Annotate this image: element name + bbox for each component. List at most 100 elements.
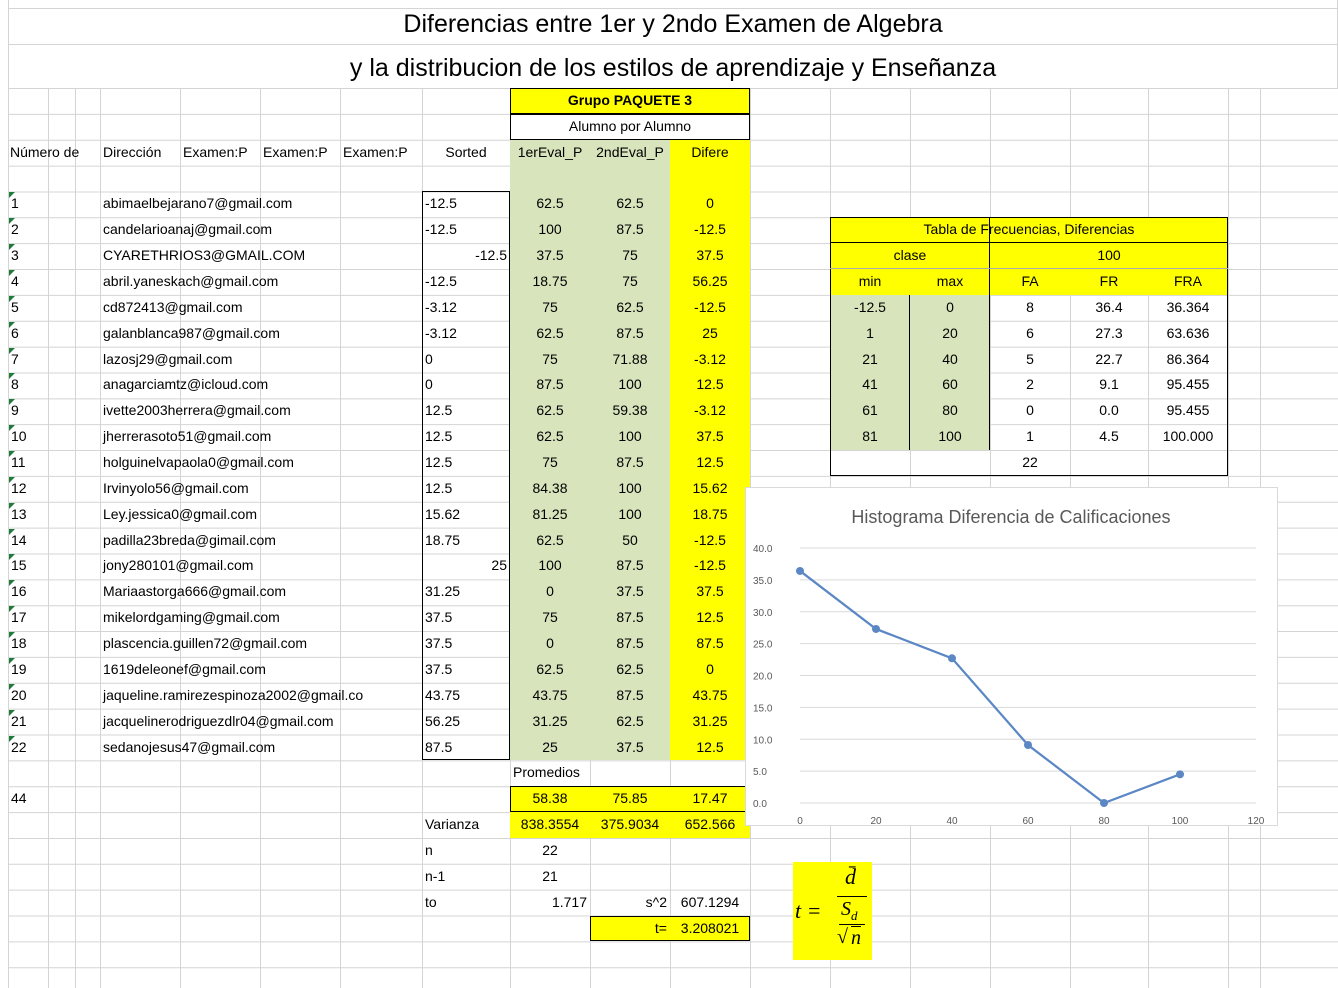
eval1: 75 — [542, 609, 558, 626]
sorted-value: -3.12 — [425, 324, 457, 341]
row-number: 3 — [11, 247, 19, 264]
summary-value: 3.208021 — [680, 919, 740, 936]
column-header: Difere — [691, 143, 729, 160]
data-point — [948, 654, 956, 663]
eval2: 87.5 — [616, 454, 644, 471]
eval2: 87.5 — [616, 609, 644, 626]
sorted-value: -3.12 — [425, 298, 457, 315]
freq-cell: 61 — [862, 402, 878, 419]
chart: Histograma Diferencia de Calificaciones 0… — [745, 487, 1278, 826]
eval2: 87.5 — [616, 686, 644, 703]
data-point — [796, 566, 804, 575]
freq-header: FA — [1021, 273, 1039, 290]
difference: -12.5 — [694, 557, 726, 574]
column-header: Examen:P — [183, 143, 248, 160]
difference: 12.5 — [696, 738, 724, 755]
eval1: 75 — [542, 454, 558, 471]
y-tick-label: 15.0 — [753, 703, 773, 714]
eval1: 18.75 — [532, 273, 568, 290]
freq-cell: 6 — [1026, 324, 1034, 341]
eval1: 62.5 — [536, 195, 564, 212]
column-header: Sorted — [445, 143, 487, 160]
eval1: 62.5 — [536, 324, 564, 341]
freq-cell: 1 — [1026, 428, 1034, 445]
chart-title: Histograma Diferencia de Calificaciones — [851, 507, 1170, 527]
data-line — [799, 570, 1181, 805]
summary-label: n — [425, 841, 433, 858]
error-flag — [9, 295, 15, 302]
formula-den-root: n — [851, 926, 861, 949]
cell-fill — [830, 243, 990, 295]
difference: 43.75 — [692, 686, 728, 703]
eval1: 43.75 — [532, 686, 568, 703]
row-number: 1 — [11, 195, 19, 212]
summary-label: Promedios — [513, 764, 580, 781]
average: 75.85 — [612, 790, 648, 807]
eval2: 37.5 — [616, 738, 644, 755]
sorted-value: -12.5 — [475, 247, 507, 264]
y-tick-label: 20.0 — [753, 672, 773, 683]
freq-cell: 95.455 — [1166, 376, 1210, 393]
freq-cell: 22.7 — [1095, 350, 1123, 367]
sorted-value: 25 — [491, 557, 507, 574]
error-flag — [9, 709, 15, 716]
error-flag — [9, 192, 15, 199]
error-flag — [9, 683, 15, 690]
freq-total: 22 — [1022, 454, 1038, 471]
eval2: 37.5 — [616, 583, 644, 600]
cell-fill — [990, 243, 1228, 295]
email: CYARETHRIOS3@GMAIL.COM — [103, 247, 306, 264]
title-line: Diferencias entre 1er y 2ndo Examen de A… — [403, 10, 943, 38]
email: padilla23breda@gimail.com — [103, 531, 276, 548]
sorted-value: 12.5 — [425, 454, 453, 471]
eval1: 100 — [538, 557, 562, 574]
formula-den-subscript: d — [851, 908, 858, 923]
freq-cell: 8 — [1026, 298, 1034, 315]
error-flag — [9, 657, 15, 664]
x-tick-label: 40 — [946, 816, 958, 826]
difference: 37.5 — [696, 428, 724, 445]
error-flag — [9, 580, 15, 587]
sorted-value: 15.62 — [425, 505, 461, 522]
row-number: 5 — [11, 298, 19, 315]
data-point — [1176, 770, 1184, 779]
email: abimaelbejarano7@gmail.com — [103, 195, 293, 212]
freq-cell: 40 — [942, 350, 958, 367]
row-number: 18 — [11, 635, 27, 652]
row-number: 19 — [11, 660, 27, 677]
summary-value: 607.1294 — [680, 893, 740, 910]
sorted-value: 12.5 — [425, 479, 453, 496]
freq-cell: 36.4 — [1095, 298, 1123, 315]
difference: 12.5 — [696, 609, 724, 626]
freq-cell: 80 — [942, 402, 958, 419]
variance: 375.9034 — [600, 816, 660, 833]
row-number: 7 — [11, 350, 19, 367]
email: Ley.jessica0@gmail.com — [103, 505, 258, 522]
eval1: 100 — [538, 221, 562, 238]
sorted-value: 18.75 — [425, 531, 461, 548]
row-number: 14 — [11, 531, 27, 548]
sorted-value: 31.25 — [425, 583, 461, 600]
email: candelarioanaj@gmail.com — [103, 221, 273, 238]
eval2: 62.5 — [616, 712, 644, 729]
cell-fill — [590, 915, 750, 942]
y-tick-label: 5.0 — [753, 767, 767, 778]
error-flag — [9, 735, 15, 742]
eval2: 71.88 — [612, 350, 648, 367]
error-flag — [9, 476, 15, 483]
cell-fill — [510, 812, 750, 838]
eval1: 75 — [542, 298, 558, 315]
sqrt-sign: √ — [837, 926, 848, 948]
formula-symbol: Sd — [841, 898, 858, 924]
formula-numerator: d̄ — [845, 864, 856, 889]
row-number: 11 — [11, 454, 26, 471]
sorted-value: 43.75 — [425, 686, 461, 703]
freq-cell: 21 — [862, 350, 878, 367]
error-flag — [9, 347, 15, 354]
email: lazosj29@gmail.com — [103, 350, 233, 367]
row-number: 21 — [11, 712, 27, 729]
difference: 15.62 — [692, 479, 728, 496]
eval1: 0 — [546, 635, 554, 652]
error-flag — [9, 373, 15, 380]
